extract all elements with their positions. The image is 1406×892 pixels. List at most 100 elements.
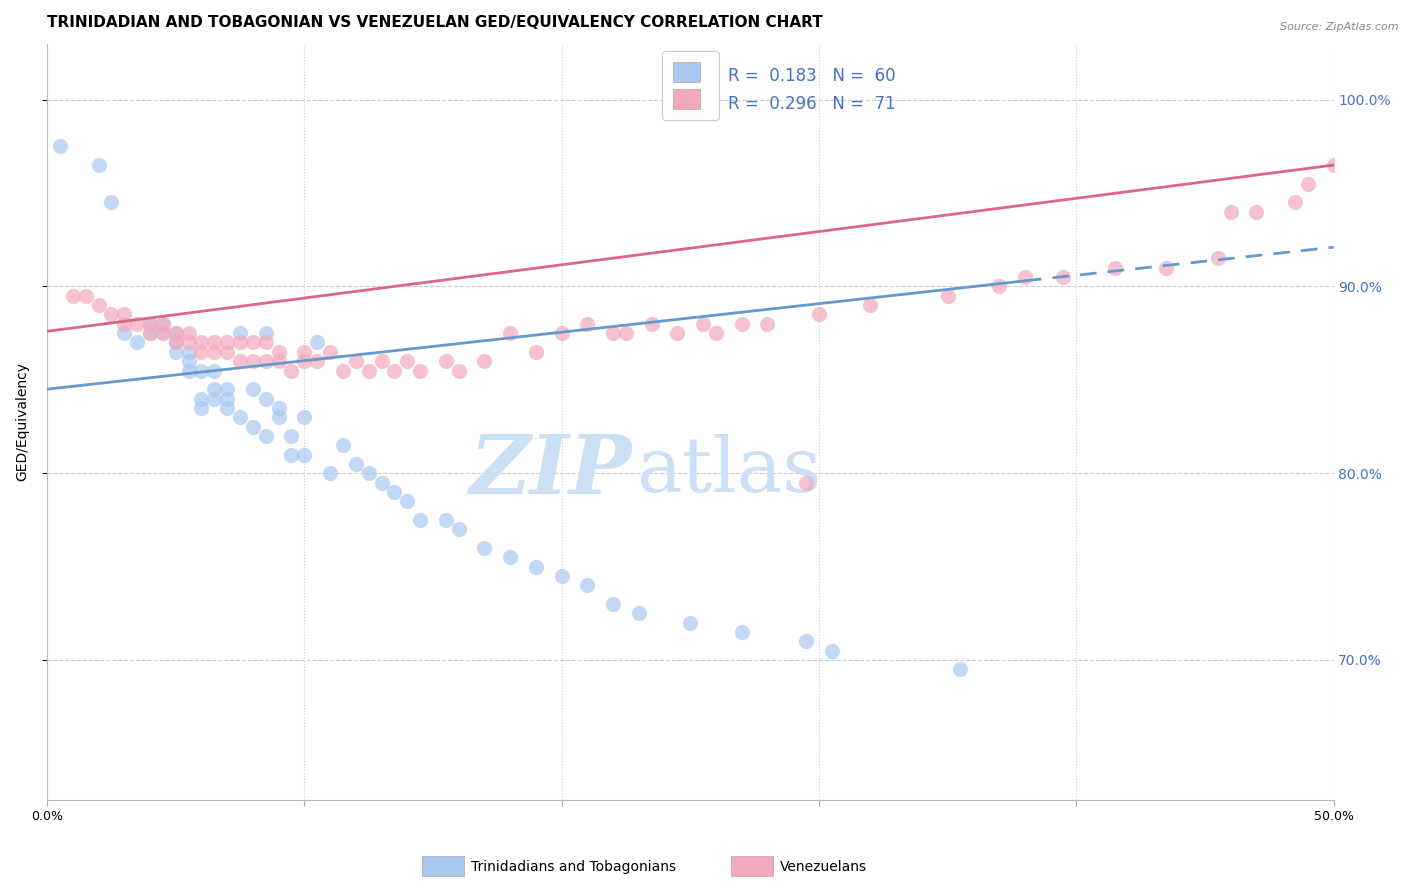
Point: [139, 317, 162, 331]
Point: [254, 326, 277, 340]
Point: [319, 344, 342, 359]
Point: [267, 354, 290, 368]
Point: [1246, 204, 1268, 219]
Point: [756, 317, 779, 331]
Point: [139, 326, 162, 340]
Point: [62, 289, 84, 303]
Point: [217, 392, 239, 406]
Point: [679, 615, 702, 630]
Point: [242, 419, 264, 434]
Point: [731, 317, 754, 331]
Point: [292, 448, 315, 462]
Point: [576, 317, 599, 331]
Point: [242, 335, 264, 350]
Point: [177, 326, 200, 340]
Point: [319, 467, 342, 481]
Point: [576, 578, 599, 592]
Point: [217, 344, 239, 359]
Point: [100, 308, 122, 322]
Point: [474, 354, 496, 368]
Point: [177, 344, 200, 359]
Point: [370, 475, 392, 490]
Point: [202, 392, 225, 406]
Point: [139, 326, 162, 340]
Point: [75, 289, 97, 303]
Point: [217, 401, 239, 415]
Point: [627, 607, 650, 621]
Point: [100, 195, 122, 210]
Point: [1219, 204, 1241, 219]
Point: [292, 410, 315, 425]
Point: [202, 382, 225, 396]
Point: [524, 559, 547, 574]
Point: [731, 624, 754, 639]
Point: [447, 522, 470, 536]
Point: [254, 354, 277, 368]
Point: [292, 354, 315, 368]
Point: [988, 279, 1011, 293]
Point: [1284, 195, 1306, 210]
Point: [190, 392, 212, 406]
Y-axis label: GED/Equivalency: GED/Equivalency: [15, 362, 30, 482]
Point: [357, 467, 380, 481]
Point: [409, 363, 432, 377]
Text: R =  0.183   N =  60: R = 0.183 N = 60: [728, 67, 896, 85]
Point: [190, 335, 212, 350]
Text: Trinidadians and Tobagonians: Trinidadians and Tobagonians: [471, 860, 676, 874]
Point: [307, 335, 329, 350]
Point: [807, 308, 830, 322]
Point: [384, 484, 406, 499]
Point: [152, 326, 174, 340]
Point: [332, 363, 354, 377]
Point: [127, 317, 149, 331]
Point: [859, 298, 882, 312]
Point: [357, 363, 380, 377]
Point: [112, 308, 135, 322]
Point: [1154, 260, 1177, 275]
Point: [229, 335, 252, 350]
Point: [190, 344, 212, 359]
Point: [524, 344, 547, 359]
Point: [87, 158, 110, 172]
Point: [152, 317, 174, 331]
Text: atlas: atlas: [637, 434, 821, 508]
Point: [704, 326, 727, 340]
Point: [332, 438, 354, 452]
Point: [550, 569, 572, 583]
Point: [165, 326, 187, 340]
Point: [177, 354, 200, 368]
Point: [794, 634, 817, 648]
Point: [344, 354, 367, 368]
Point: [165, 326, 187, 340]
Text: Venezuelans: Venezuelans: [780, 860, 868, 874]
Point: [280, 448, 302, 462]
Point: [139, 317, 162, 331]
Point: [550, 326, 572, 340]
Text: ZIP: ZIP: [470, 431, 633, 511]
Point: [692, 317, 714, 331]
Point: [614, 326, 637, 340]
Legend: , : ,: [662, 52, 718, 120]
Point: [49, 139, 72, 153]
Point: [165, 335, 187, 350]
Point: [229, 410, 252, 425]
Point: [267, 410, 290, 425]
Point: [396, 354, 419, 368]
Point: [641, 317, 664, 331]
Point: [217, 382, 239, 396]
Point: [794, 475, 817, 490]
Point: [152, 317, 174, 331]
Point: [254, 429, 277, 443]
Point: [602, 326, 624, 340]
Point: [949, 662, 972, 676]
Point: [307, 354, 329, 368]
Point: [474, 541, 496, 555]
Point: [344, 457, 367, 471]
Point: [202, 363, 225, 377]
Point: [267, 401, 290, 415]
Point: [127, 335, 149, 350]
Text: Source: ZipAtlas.com: Source: ZipAtlas.com: [1281, 22, 1399, 32]
Point: [936, 289, 959, 303]
Point: [434, 354, 457, 368]
Point: [190, 401, 212, 415]
